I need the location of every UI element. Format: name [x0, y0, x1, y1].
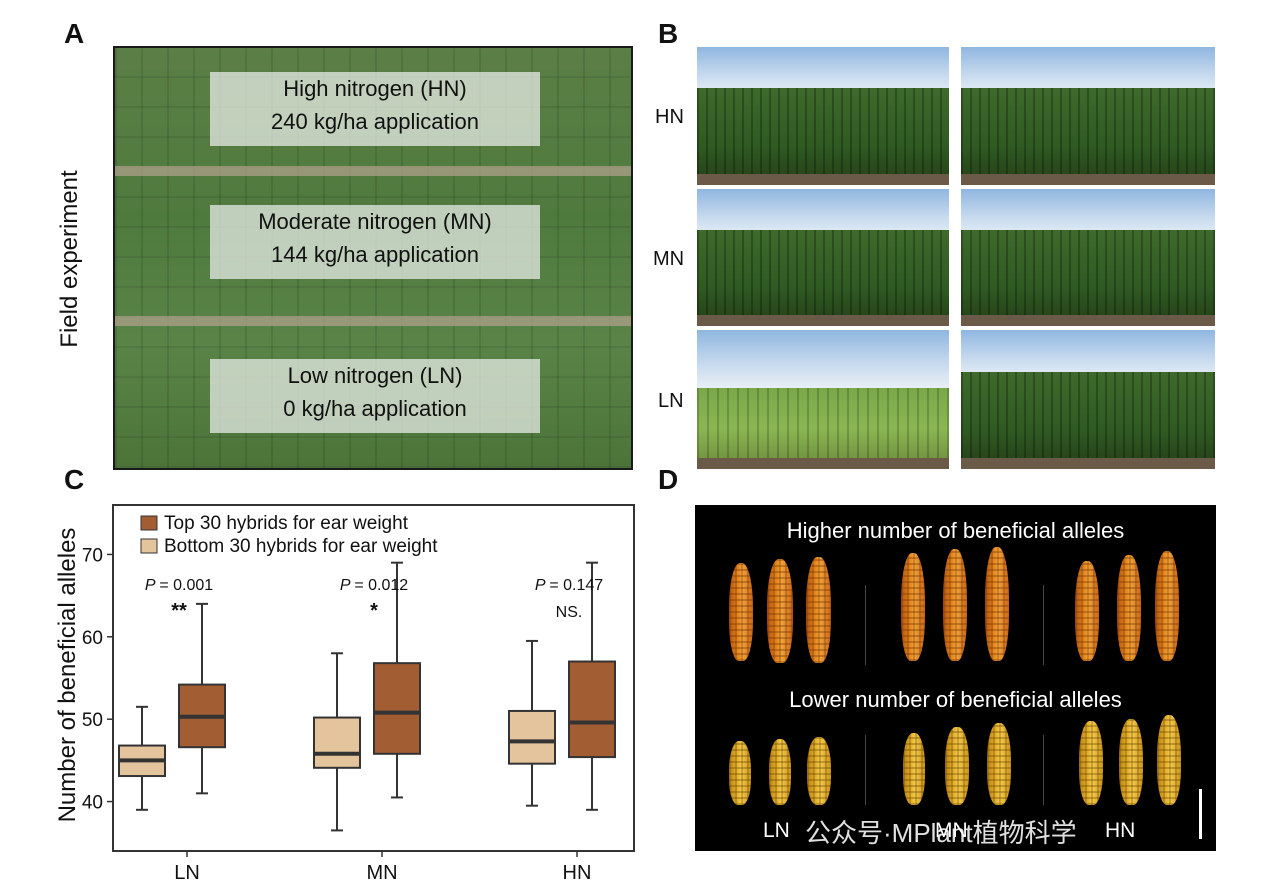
group-divider: [1043, 735, 1044, 805]
higher-alleles-text: Higher number of beneficial alleles: [786, 518, 1125, 543]
row-label-hn: HN: [655, 106, 684, 128]
corn-ear: [729, 741, 751, 805]
ln-label-line1: Low nitrogen (LN): [287, 363, 463, 388]
box-iqr: [373, 662, 421, 755]
group-divider: [865, 735, 866, 805]
corn-ear: [806, 557, 831, 663]
x-tick-label: MN: [366, 862, 397, 880]
box-iqr: [508, 709, 556, 765]
corn-ears-photo: Higher number of beneficial alleles Lowe…: [695, 505, 1216, 851]
box-top30-hn: [568, 561, 616, 811]
significance-mark: **: [171, 600, 187, 622]
box-iqr: [313, 716, 361, 769]
y-tick-label: 50: [82, 710, 103, 731]
ear-label-ln: LN: [763, 819, 790, 842]
y-axis: 40 50 60 70: [82, 545, 113, 814]
panel-a-letter: A: [64, 18, 85, 49]
p-value-label: P = 0.012: [340, 577, 408, 594]
box-top30-mn: [373, 561, 421, 799]
field-road-divider: [115, 316, 631, 326]
row-label-ln: LN: [658, 390, 684, 412]
ln-label-line2: 0 kg/ha application: [283, 396, 467, 421]
corn-ear: [1079, 721, 1103, 805]
corn-ear: [729, 563, 753, 661]
corn-ear: [985, 547, 1009, 661]
group-divider: [865, 585, 866, 665]
corn-ear: [767, 559, 793, 663]
significance-mark: NS.: [556, 604, 583, 621]
ln-label-box: Low nitrogen (LN) 0 kg/ha application: [210, 359, 540, 433]
significance-annotations: P = 0.001 ** P = 0.012 * P = 0.147 NS.: [145, 577, 603, 622]
mn-label-box: Moderate nitrogen (MN) 144 kg/ha applica…: [210, 205, 540, 279]
box-bottom30-mn: [313, 652, 361, 832]
box-top30-ln: [178, 602, 226, 795]
ear-label-hn: HN: [1105, 819, 1136, 842]
photo-hn-left: [697, 47, 949, 185]
corn-ear: [987, 723, 1011, 805]
legend-swatch-bottom30: [140, 538, 158, 554]
photo-hn-right: [961, 47, 1215, 185]
corn-ear: [1155, 551, 1179, 661]
p-value-label: P = 0.147: [535, 577, 603, 594]
corn-ear: [807, 737, 831, 805]
field-experiment-label: Field experiment: [56, 170, 83, 348]
field-aerial-image: High nitrogen (HN) 240 kg/ha application…: [113, 46, 633, 470]
ear-label-mn: MN: [935, 819, 968, 842]
mn-label-line1: Moderate nitrogen (MN): [258, 209, 492, 234]
box-bottom30-hn: [508, 639, 556, 807]
hn-label-line2: 240 kg/ha application: [271, 109, 479, 134]
panel-c-letter: C: [64, 464, 85, 495]
corn-ear: [1119, 719, 1143, 805]
x-tick-label: HN: [563, 862, 592, 880]
corn-ear: [1075, 561, 1099, 661]
hn-label-box: High nitrogen (HN) 240 kg/ha application: [210, 72, 540, 146]
p-value-label: P = 0.001: [145, 577, 213, 594]
box-bottom30-ln: [118, 705, 166, 811]
box-series: [118, 561, 616, 832]
legend-swatch-top30: [140, 515, 158, 531]
legend: Top 30 hybrids for ear weight Bottom 30 …: [140, 513, 438, 557]
lower-alleles-text: Lower number of beneficial alleles: [789, 687, 1122, 712]
significance-mark: *: [370, 600, 378, 622]
mn-label-line2: 144 kg/ha application: [271, 242, 479, 267]
legend-label-top30: Top 30 hybrids for ear weight: [164, 513, 409, 534]
box-iqr: [568, 660, 616, 759]
panel-b-letter: B: [658, 18, 679, 49]
watermark-text: 公众号·MPlant植物科学: [805, 818, 1077, 848]
group-divider: [1043, 585, 1044, 665]
photo-ln-left: [697, 330, 949, 469]
x-axis: LN MN HN: [174, 851, 591, 880]
corn-ear: [1157, 715, 1181, 805]
field-road-divider: [115, 166, 631, 176]
corn-ear: [1117, 555, 1141, 661]
allele-boxplot-chart: Number of beneficial alleles 40 50 60 70 LN…: [54, 504, 635, 880]
photo-mn-right: [961, 189, 1215, 326]
corn-ear: [903, 733, 925, 805]
y-axis-label: Number of beneficial alleles: [54, 528, 81, 823]
photo-mn-left: [697, 189, 949, 326]
scale-bar: [1199, 789, 1202, 839]
legend-label-bottom30: Bottom 30 hybrids for ear weight: [164, 536, 438, 557]
photo-ln-right: [961, 330, 1215, 469]
y-tick-label: 60: [82, 628, 103, 649]
corn-ear: [769, 739, 791, 805]
plot-frame: [112, 504, 635, 852]
row-label-mn: MN: [653, 248, 685, 270]
panel-d-letter: D: [658, 464, 679, 495]
y-tick-label: 40: [82, 793, 103, 814]
hn-label-line1: High nitrogen (HN): [283, 76, 467, 101]
x-tick-label: LN: [174, 862, 200, 880]
corn-ear: [943, 549, 967, 661]
y-tick-label: 70: [82, 545, 103, 566]
corn-ear: [945, 727, 969, 805]
corn-ear: [901, 553, 925, 661]
